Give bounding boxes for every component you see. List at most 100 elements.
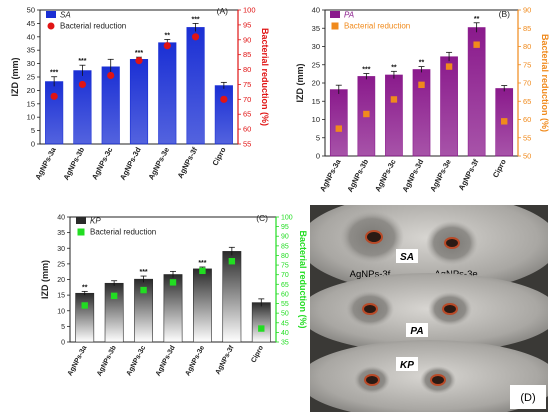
- category-label: AgNPs-3e: [146, 146, 171, 182]
- bar: [186, 27, 205, 145]
- left-tick-label: 5: [31, 126, 35, 135]
- category-label: AgNPs-3b: [61, 145, 86, 181]
- left-tick-label: 50: [27, 6, 35, 15]
- left-tick-label: 35: [57, 230, 65, 237]
- right-tick-label: 90: [523, 6, 531, 15]
- scatter-point: [390, 96, 398, 103]
- left-tick-label: 10: [27, 113, 35, 122]
- legend-label-scatter: Bacterial reduction: [60, 22, 126, 31]
- bar: [45, 81, 64, 145]
- right-tick-label: 55: [243, 140, 251, 149]
- right-tick-label: 75: [281, 263, 289, 270]
- left-tick-label: 20: [312, 79, 320, 88]
- significance-stars: **: [419, 60, 425, 67]
- left-tick-label: 0: [31, 140, 35, 149]
- significance-stars: ***: [135, 50, 143, 57]
- left-tick-label: 40: [312, 6, 320, 15]
- legend-swatch-scatter: [77, 228, 85, 236]
- category-label: AgNPs-3d: [118, 145, 143, 181]
- plate-label-kp: KP: [400, 360, 414, 371]
- category-label: AgNPs-3a: [33, 145, 58, 181]
- right-tick-label: 95: [243, 20, 251, 29]
- chart-a-sa: 0 5 10 15 20 25 30 35 40 45 50 55 60 65 70 75 80 85 90 95 10…: [10, 6, 270, 182]
- right-tick-label: 65: [523, 97, 531, 106]
- left-tick-label: 0: [316, 152, 320, 161]
- bar: [214, 85, 233, 145]
- scatter-point: [110, 292, 118, 300]
- left-axis-label: IZD (mm): [40, 260, 50, 299]
- plate-label-agnps-3f: AgNPs-3f: [350, 269, 391, 280]
- left-tick-label: 5: [61, 324, 65, 331]
- legend-label-bar: KP: [90, 217, 101, 226]
- left-tick-label: 25: [312, 60, 320, 69]
- legend-swatch-scatter: [331, 22, 339, 30]
- right-tick-label: 100: [281, 215, 293, 222]
- legend-swatch-bar: [330, 11, 340, 18]
- right-tick-label: 95: [281, 224, 289, 231]
- category-label: AgNPs-3f: [457, 157, 481, 191]
- scatter-point: [228, 258, 236, 265]
- right-tick-label: 70: [243, 95, 251, 104]
- scatter-point: [418, 81, 425, 89]
- right-tick-label: 55: [281, 301, 289, 308]
- left-tick-label: 15: [27, 99, 35, 108]
- agar-plates-photo: SA AgNPs-3f AgNPs-3e PA KP (D): [310, 205, 548, 412]
- left-tick-label: 25: [27, 73, 35, 82]
- category-label: AgNPs-3d: [400, 157, 425, 193]
- category-label: AgNPs-3a: [318, 157, 343, 193]
- plate-kp: KP: [310, 340, 548, 412]
- scatter-point: [220, 95, 228, 103]
- plate-label-sa: SA: [400, 252, 414, 263]
- left-tick-label: 20: [57, 277, 65, 284]
- bar: [129, 59, 149, 145]
- bar: [385, 74, 403, 157]
- left-tick-label: 40: [27, 32, 35, 41]
- significance-stars: **: [165, 32, 171, 39]
- right-tick-label: 80: [523, 42, 531, 51]
- left-tick-label: 30: [27, 59, 35, 68]
- panel-label-d: (D): [520, 392, 535, 404]
- panel-label: (B): [499, 9, 511, 19]
- scatter-point: [363, 110, 370, 118]
- bar: [440, 56, 458, 157]
- chart-c-kp: 0 5 10 15 20 25 30 35 40 35 40 45 50 55 60 65 70 75 80 85 90…: [40, 213, 308, 377]
- right-tick-label: 60: [523, 115, 531, 124]
- right-tick-label: 60: [281, 291, 289, 298]
- right-tick-label: 40: [281, 330, 289, 337]
- category-label: AgNPs-3d: [155, 345, 177, 378]
- category-label: Cipro: [491, 157, 508, 179]
- right-tick-label: 50: [281, 311, 289, 318]
- right-tick-label: 90: [243, 35, 251, 44]
- scatter-point: [163, 42, 171, 50]
- plate-pa: PA: [310, 273, 548, 353]
- scatter-point: [191, 33, 200, 41]
- left-tick-label: 20: [27, 86, 35, 95]
- scatter-point: [140, 286, 147, 294]
- category-label: AgNPs-3a: [67, 345, 89, 378]
- category-label: AgNPs-3f: [215, 344, 236, 376]
- significance-stars: **: [391, 64, 397, 71]
- category-label: AgNPs-3c: [90, 146, 115, 182]
- bar: [75, 292, 95, 343]
- right-tick-label: 35: [281, 340, 289, 347]
- left-tick-label: 35: [27, 46, 35, 55]
- bar: [222, 251, 242, 343]
- left-axis-label: IZD (mm): [10, 58, 20, 97]
- significance-stars: ***: [78, 58, 86, 65]
- significance-stars: **: [82, 284, 88, 291]
- left-tick-label: 5: [316, 133, 320, 142]
- scatter-point: [445, 63, 453, 70]
- scatter-point: [258, 325, 265, 332]
- category-label: AgNPs-3b: [345, 157, 370, 193]
- right-axis-label: Bacterial reduction (%): [298, 230, 308, 328]
- legend-label-bar: PA: [344, 11, 354, 20]
- bar: [251, 302, 271, 343]
- legend-swatch-scatter: [47, 22, 55, 30]
- left-tick-label: 30: [312, 42, 320, 51]
- right-tick-label: 75: [243, 80, 251, 89]
- legend-swatch-bar: [76, 217, 86, 224]
- right-tick-label: 90: [281, 234, 289, 241]
- right-tick-label: 85: [523, 24, 531, 33]
- significance-stars: **: [474, 16, 480, 23]
- significance-stars: ***: [362, 67, 370, 74]
